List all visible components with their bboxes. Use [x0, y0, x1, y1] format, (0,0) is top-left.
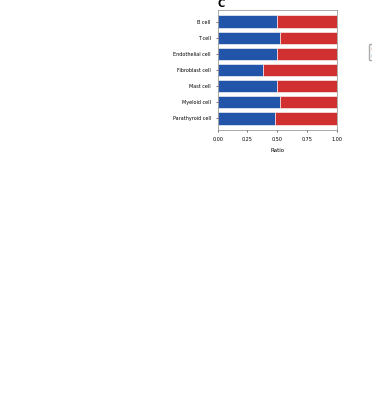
Bar — [218, 16, 277, 28]
Bar — [277, 80, 337, 92]
Bar — [218, 48, 277, 60]
Bar — [218, 64, 263, 76]
Bar — [218, 96, 279, 108]
Bar — [218, 32, 279, 44]
Bar — [218, 112, 275, 124]
Bar — [279, 32, 337, 44]
Text: C: C — [218, 0, 225, 9]
Bar — [277, 16, 337, 28]
Bar — [263, 64, 337, 76]
Bar — [277, 48, 337, 60]
X-axis label: Ratio: Ratio — [270, 148, 284, 152]
Legend: Female, Male: Female, Male — [369, 44, 372, 60]
Bar — [275, 112, 337, 124]
Bar — [218, 80, 277, 92]
Bar — [279, 96, 337, 108]
